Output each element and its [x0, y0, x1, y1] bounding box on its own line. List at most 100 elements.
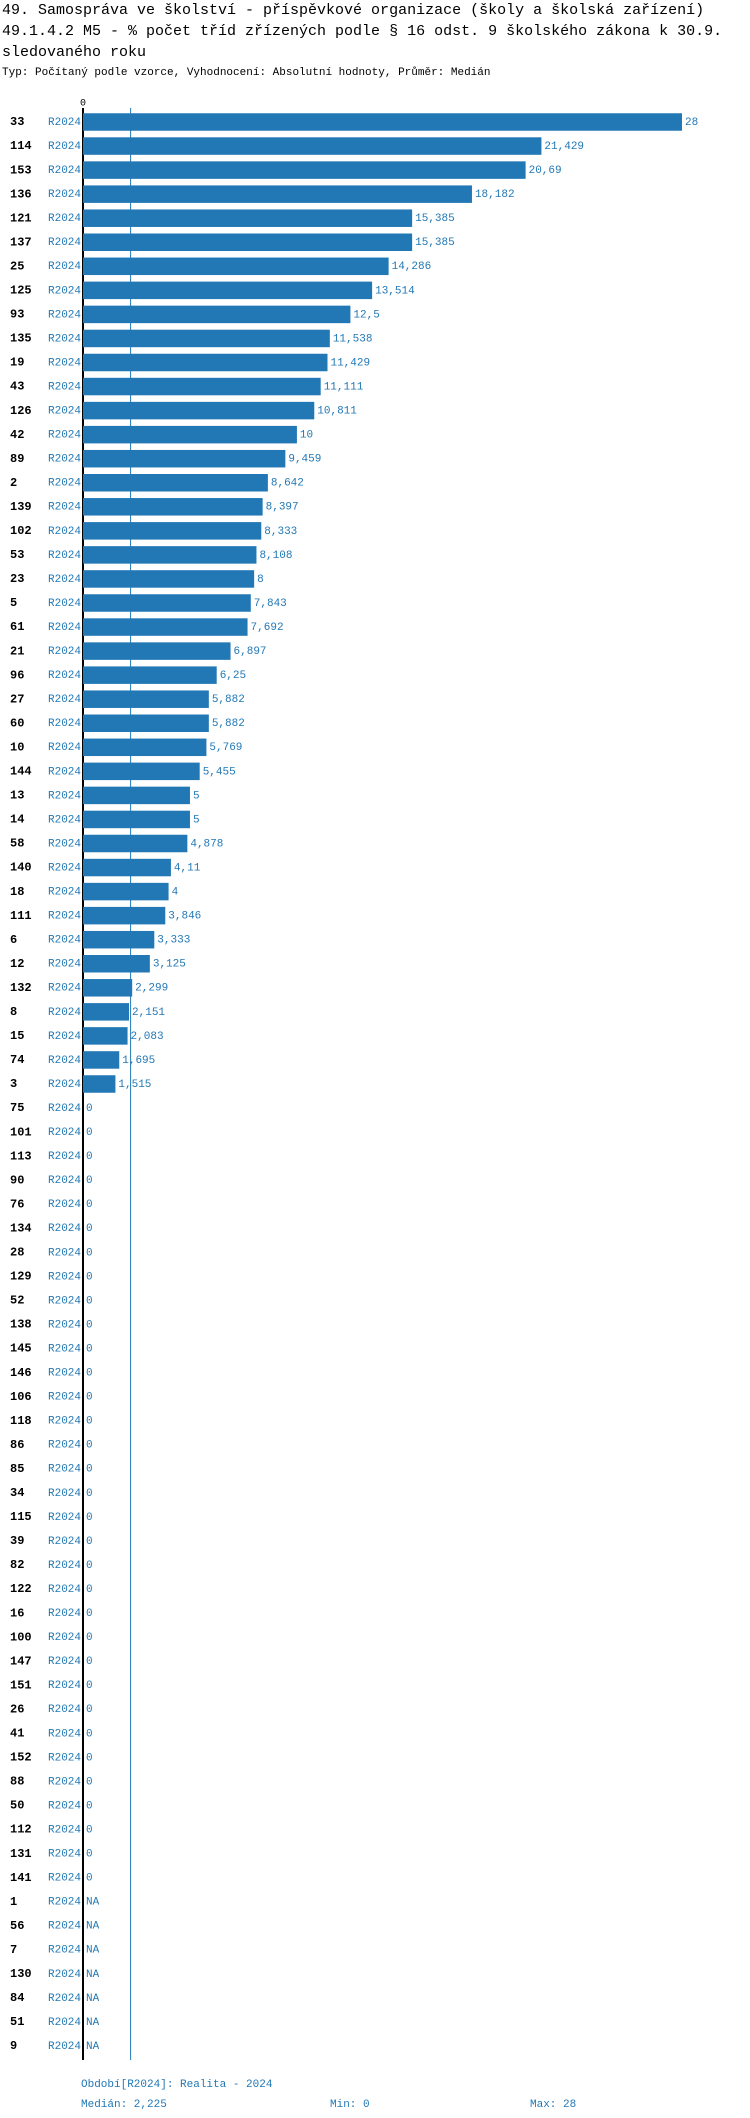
- value-label: 0: [86, 1319, 93, 1331]
- bar: [83, 329, 330, 348]
- series-label: R2024: [48, 1488, 81, 1500]
- category-label: 88: [10, 1775, 24, 1789]
- value-label: 20,69: [529, 165, 562, 177]
- value-label: NA: [86, 2041, 100, 2053]
- value-label: 4: [172, 887, 179, 899]
- category-label: 41: [10, 1727, 24, 1741]
- value-label: 11,429: [330, 357, 370, 369]
- value-label: 0: [86, 1800, 93, 1812]
- value-label: 6,25: [220, 670, 246, 682]
- category-label: 113: [10, 1149, 32, 1163]
- value-label: 0: [86, 1560, 93, 1572]
- bar: [83, 570, 255, 588]
- series-label: R2024: [48, 1464, 81, 1476]
- category-label: 23: [10, 572, 24, 586]
- value-label: 0: [86, 1824, 93, 1836]
- value-label: 0: [86, 1536, 93, 1548]
- value-label: 0: [86, 1488, 93, 1500]
- value-label: 10,811: [317, 406, 357, 418]
- category-label: 75: [10, 1101, 24, 1115]
- category-label: 82: [10, 1558, 24, 1572]
- value-label: NA: [86, 1993, 100, 2005]
- category-label: 151: [10, 1678, 32, 1692]
- category-label: 126: [10, 404, 32, 418]
- value-label: 7,692: [251, 622, 284, 634]
- series-label: R2024: [48, 2041, 81, 2053]
- category-label: 6: [10, 933, 17, 947]
- value-label: 0: [86, 1271, 93, 1283]
- series-label: R2024: [48, 1007, 81, 1019]
- value-label: 8,397: [266, 502, 299, 514]
- series-label: R2024: [48, 285, 81, 297]
- series-label: R2024: [48, 1368, 81, 1380]
- bar: [83, 690, 209, 708]
- series-label: R2024: [48, 1343, 81, 1355]
- series-label: R2024: [48, 646, 81, 658]
- bar: [83, 137, 542, 155]
- series-label: R2024: [48, 454, 81, 466]
- category-label: 19: [10, 356, 24, 370]
- series-label: R2024: [48, 1800, 81, 1812]
- value-label: 3,333: [157, 935, 190, 947]
- category-label: 50: [10, 1799, 24, 1813]
- category-label: 114: [10, 139, 32, 153]
- value-label: 0: [86, 1632, 93, 1644]
- category-label: 152: [10, 1751, 32, 1765]
- category-label: 84: [10, 1991, 24, 2005]
- category-label: 56: [10, 1919, 24, 1933]
- value-label: 21,429: [544, 141, 584, 153]
- category-label: 101: [10, 1125, 32, 1139]
- value-label: 0: [86, 1512, 93, 1524]
- value-label: 0: [86, 1295, 93, 1307]
- value-label: 0: [86, 1656, 93, 1668]
- series-label: R2024: [48, 1319, 81, 1331]
- category-label: 131: [10, 1847, 32, 1861]
- value-label: 0: [86, 1849, 93, 1861]
- bar: [83, 1075, 116, 1093]
- category-label: 13: [10, 789, 24, 803]
- value-label: 11,538: [333, 333, 373, 345]
- category-label: 125: [10, 284, 32, 298]
- value-label: 5,769: [209, 742, 242, 754]
- category-label: 26: [10, 1702, 24, 1716]
- category-label: 74: [10, 1053, 24, 1067]
- value-label: 0: [86, 1223, 93, 1235]
- value-label: 5,882: [212, 718, 245, 730]
- series-label: R2024: [48, 237, 81, 249]
- category-label: 147: [10, 1654, 32, 1668]
- series-label: R2024: [48, 1440, 81, 1452]
- bar: [83, 955, 150, 973]
- bar: [83, 233, 413, 251]
- category-label: 134: [10, 1221, 32, 1235]
- category-label: 139: [10, 500, 32, 514]
- value-label: 0: [86, 1464, 93, 1476]
- value-label: 15,385: [415, 237, 455, 249]
- series-label: R2024: [48, 1897, 81, 1909]
- series-label: R2024: [48, 1632, 81, 1644]
- bar: [83, 930, 155, 949]
- category-label: 52: [10, 1294, 24, 1308]
- category-label: 39: [10, 1534, 24, 1548]
- series-label: R2024: [48, 1921, 81, 1933]
- category-label: 15: [10, 1029, 24, 1043]
- category-label: 12: [10, 957, 24, 971]
- series-label: R2024: [48, 1055, 81, 1067]
- category-label: 25: [10, 259, 24, 273]
- bar: [83, 498, 263, 516]
- value-label: 10: [300, 430, 313, 442]
- value-label: 0: [86, 1368, 93, 1380]
- bar: [83, 979, 133, 997]
- value-label: 15,385: [415, 213, 455, 225]
- series-label: R2024: [48, 670, 81, 682]
- value-label: 0: [86, 1584, 93, 1596]
- value-label: NA: [86, 1969, 100, 1981]
- category-label: 1: [10, 1895, 17, 1909]
- category-label: 60: [10, 716, 24, 730]
- series-label: R2024: [48, 1728, 81, 1740]
- bar: [83, 449, 286, 468]
- series-label: R2024: [48, 502, 81, 514]
- series-label: R2024: [48, 838, 81, 850]
- series-label: R2024: [48, 189, 81, 201]
- footer-period: Období[R2024]: Realita - 2024: [81, 2079, 273, 2091]
